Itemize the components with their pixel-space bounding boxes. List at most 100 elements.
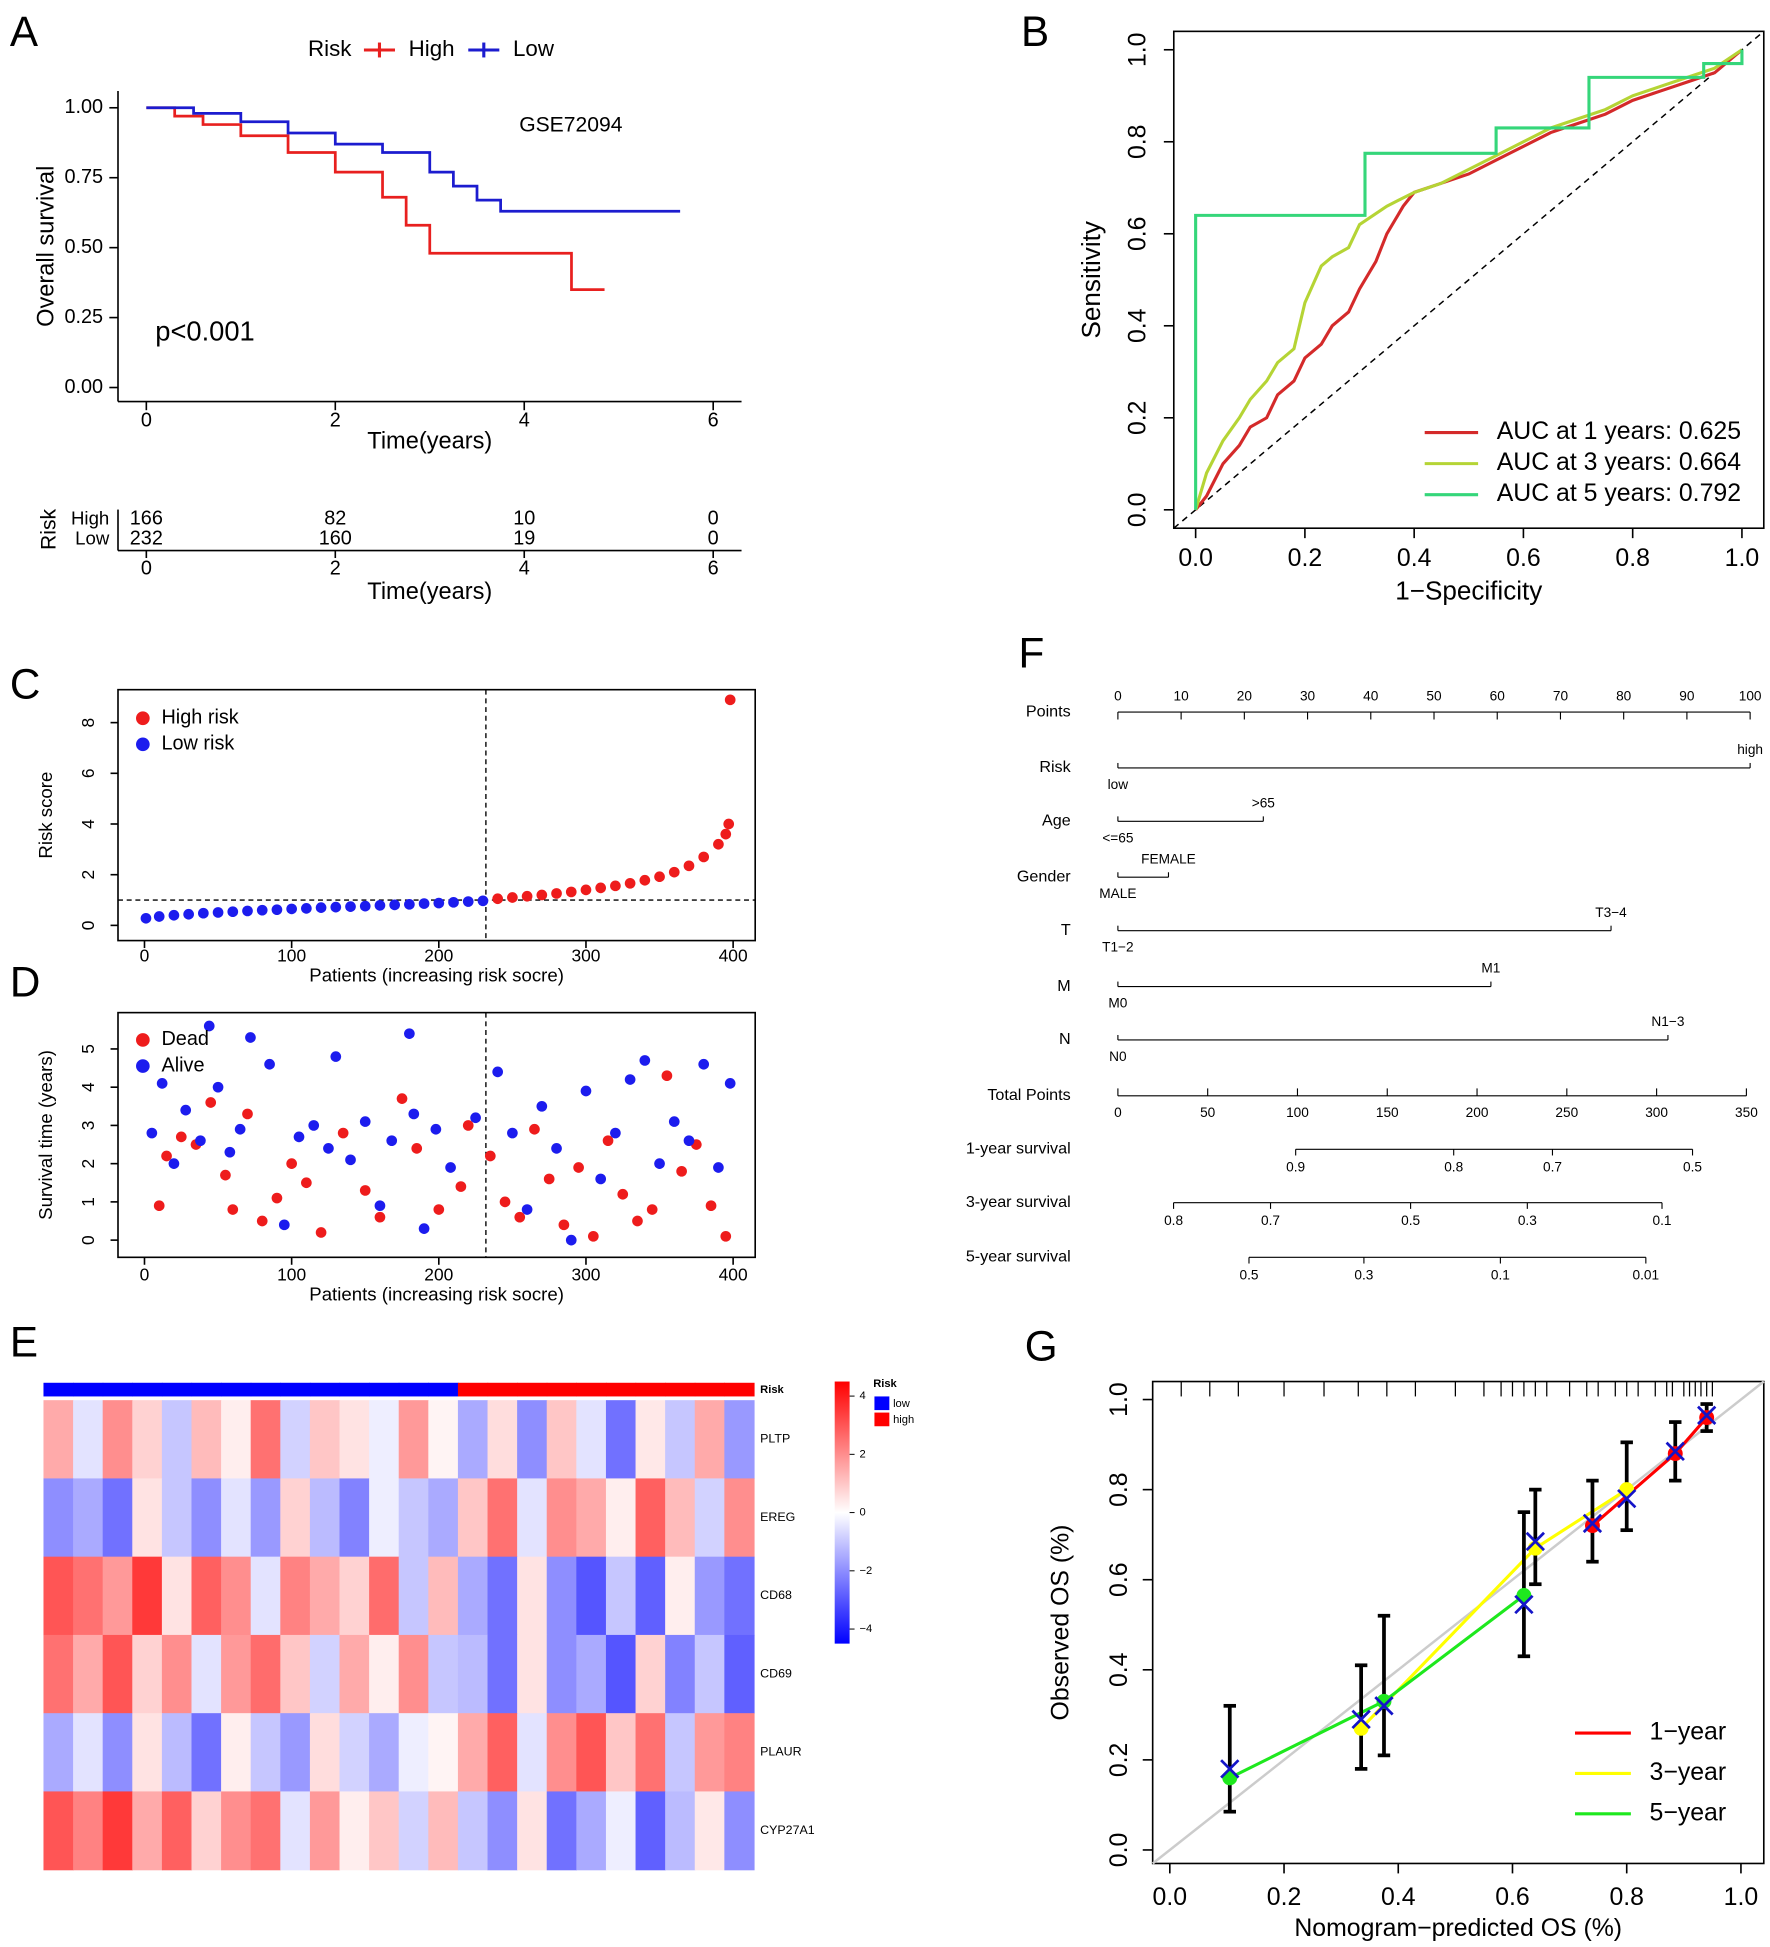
y-tick-label: 1.00 xyxy=(64,96,103,118)
heat-cell xyxy=(161,1713,193,1793)
heat-cell xyxy=(309,1556,341,1636)
point xyxy=(1584,1518,1600,1534)
row-label: CYP27A1 xyxy=(760,1823,815,1837)
group-legend-title: Risk xyxy=(873,1378,897,1390)
point xyxy=(610,880,621,892)
heat-cell xyxy=(280,1634,311,1714)
y-tick-label: 5 xyxy=(78,1044,98,1054)
point xyxy=(242,905,253,917)
heat-cell xyxy=(487,1556,518,1636)
point xyxy=(551,1143,562,1154)
y-tick-label: 0.4 xyxy=(1125,308,1152,343)
point xyxy=(433,897,445,909)
point xyxy=(499,1196,511,1208)
point xyxy=(220,1169,231,1181)
axis-tick-label: 80 xyxy=(1616,689,1632,704)
x-tick-label: 200 xyxy=(424,945,453,965)
heat-cell xyxy=(339,1556,370,1636)
heat-cell xyxy=(576,1634,607,1714)
legend-label: 1−year xyxy=(1650,1719,1727,1746)
corrected-marker xyxy=(1697,1405,1717,1425)
point xyxy=(278,1219,290,1231)
table-count: 166 xyxy=(130,508,163,530)
heat-cell xyxy=(369,1556,400,1636)
heat-cell xyxy=(250,1478,281,1558)
point xyxy=(183,908,194,920)
plot-frame xyxy=(117,688,757,942)
legend-label: Low risk xyxy=(161,733,234,755)
heat-cell xyxy=(635,1400,666,1480)
point xyxy=(345,1154,356,1166)
heat-cell xyxy=(398,1478,429,1558)
legend-label: Alive xyxy=(161,1054,204,1076)
legend-label: 5−year xyxy=(1650,1799,1727,1826)
y-tick-label: 2 xyxy=(78,1159,98,1169)
point xyxy=(484,1150,496,1162)
point xyxy=(418,898,430,909)
axis-tick-label: 50 xyxy=(1200,1105,1216,1120)
heat-cell xyxy=(191,1400,222,1480)
heat-cell xyxy=(428,1400,459,1480)
point xyxy=(543,1173,555,1185)
point xyxy=(374,1211,386,1223)
heat-cell xyxy=(132,1400,163,1480)
axis-tick-label: 50 xyxy=(1426,689,1442,704)
heat-cell xyxy=(428,1713,459,1793)
y-tick-label: 1.0 xyxy=(1125,33,1152,68)
legend-swatch xyxy=(136,711,150,726)
heat-cell xyxy=(221,1556,252,1636)
heat-cell xyxy=(280,1478,311,1558)
heat-cell xyxy=(724,1556,755,1636)
y-tick-label: 1.0 xyxy=(1106,1382,1133,1417)
heat-cell xyxy=(73,1634,104,1714)
table-x-tick-label: 6 xyxy=(708,557,719,579)
heat-cell xyxy=(161,1556,193,1636)
heat-cell xyxy=(517,1791,548,1871)
point xyxy=(445,1162,456,1173)
corrected-marker xyxy=(1351,1709,1371,1729)
heat-cell xyxy=(339,1713,370,1793)
heat-cell xyxy=(724,1791,755,1871)
group-cell xyxy=(280,1382,311,1397)
panel-label: F xyxy=(1019,629,1045,676)
point xyxy=(404,1028,415,1039)
x-tick-label: 0.4 xyxy=(1397,545,1432,572)
point xyxy=(683,860,695,872)
row-label: T xyxy=(1061,921,1071,939)
point xyxy=(602,1135,614,1147)
group-cell xyxy=(517,1382,548,1397)
heat-cell xyxy=(457,1634,489,1714)
point xyxy=(617,1188,629,1200)
legend-swatch xyxy=(136,1059,150,1073)
point xyxy=(386,1135,398,1147)
plot-frame xyxy=(1172,30,1765,530)
x-tick-label: 200 xyxy=(424,1265,453,1285)
group-cell xyxy=(724,1382,755,1397)
point xyxy=(227,906,239,918)
row-label: N xyxy=(1059,1030,1071,1048)
axis-tick-label: 100 xyxy=(1286,1105,1309,1120)
heat-cell xyxy=(576,1400,607,1480)
row-label: 3-year survival xyxy=(966,1193,1071,1211)
point xyxy=(507,1127,518,1139)
point xyxy=(558,1219,570,1231)
colorbar-label: −2 xyxy=(860,1565,873,1577)
heat-cell xyxy=(457,1556,489,1636)
x-tick-label: 300 xyxy=(571,1265,600,1285)
x-tick-label: 0.6 xyxy=(1495,1884,1530,1911)
heat-cell xyxy=(398,1713,429,1793)
point xyxy=(595,882,607,894)
reference-line xyxy=(1173,30,1765,529)
annotation: GSE72094 xyxy=(519,113,623,136)
point xyxy=(271,904,283,916)
legend-label: High xyxy=(409,36,455,61)
point xyxy=(646,1204,658,1215)
heat-cell xyxy=(43,1556,74,1636)
point xyxy=(156,1078,168,1089)
heat-cell xyxy=(339,1478,370,1558)
heat-cell xyxy=(280,1791,311,1871)
panel-label: E xyxy=(10,1319,38,1366)
point xyxy=(286,903,297,915)
heat-cell xyxy=(102,1556,133,1636)
colorbar-label: −4 xyxy=(860,1623,873,1635)
